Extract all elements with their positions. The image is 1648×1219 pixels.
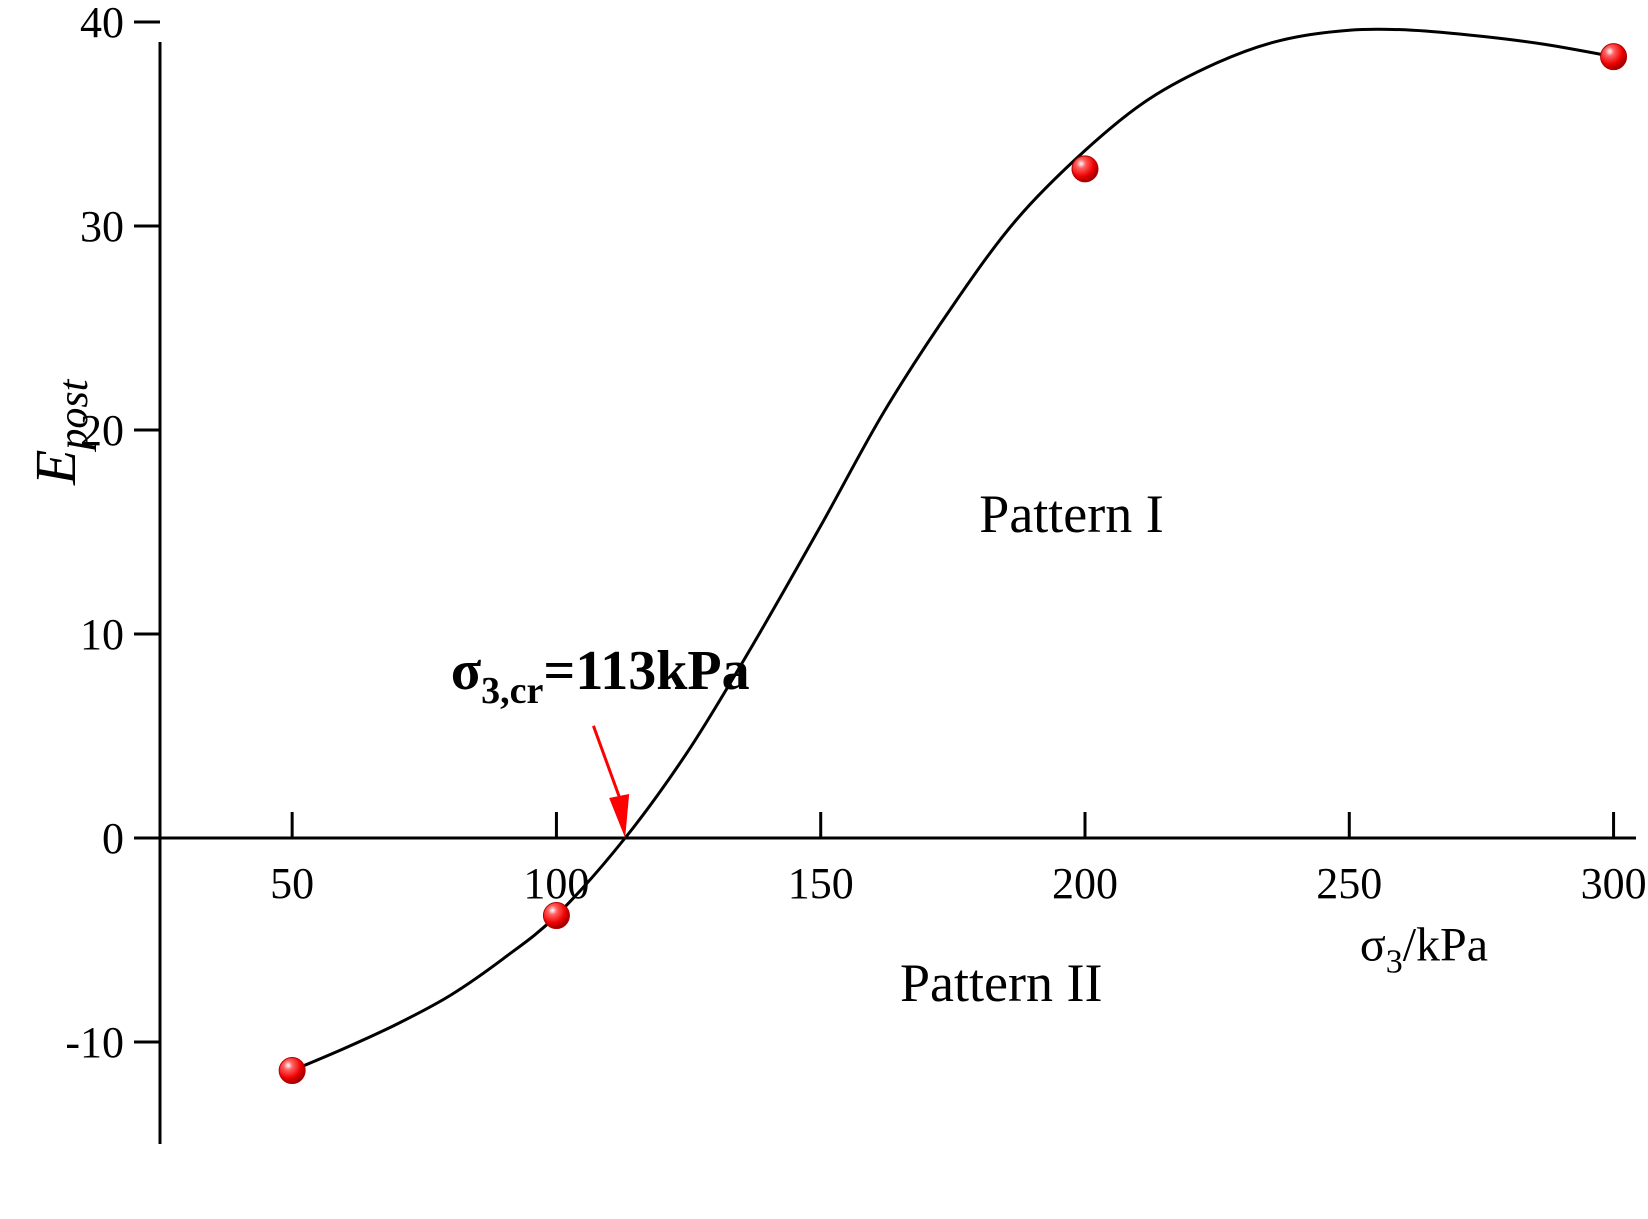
plot-area: -10 0 10 20 30 40 50 100 150 200 250 300 bbox=[65, 0, 1647, 1144]
pattern-2-label: Pattern II bbox=[900, 953, 1102, 1013]
y-axis-label: Epost bbox=[23, 378, 97, 486]
data-point bbox=[1600, 43, 1628, 71]
x-axis-label: σ3/kPa bbox=[1360, 918, 1488, 980]
critical-stress-arrow bbox=[592, 725, 630, 838]
critical-stress-label: σ3,cr=113kPa bbox=[451, 640, 750, 712]
y-axis-label-subscript: post bbox=[51, 378, 97, 452]
x-axis-label-symbol: σ bbox=[1360, 918, 1386, 971]
y-tick-label: -10 bbox=[65, 1018, 124, 1067]
x-ticks: 50 100 150 200 250 300 bbox=[270, 812, 1647, 908]
y-tick-label: 40 bbox=[80, 0, 124, 47]
critical-stress-value: =113kPa bbox=[543, 640, 749, 702]
x-tick-label: 50 bbox=[270, 859, 314, 908]
data-point bbox=[1071, 155, 1099, 183]
x-tick-label: 150 bbox=[788, 859, 854, 908]
data-points bbox=[278, 43, 1628, 1085]
y-axis-label-main: E bbox=[23, 450, 88, 486]
x-axis-label-subscript: 3 bbox=[1386, 943, 1403, 980]
critical-stress-symbol: σ bbox=[451, 640, 482, 702]
pattern-1-label: Pattern I bbox=[979, 484, 1163, 544]
y-tick-label: 20 bbox=[80, 406, 124, 455]
y-tick-label: 0 bbox=[102, 814, 124, 863]
x-axis-label-unit: /kPa bbox=[1403, 918, 1488, 971]
y-tick-label: 10 bbox=[80, 610, 124, 659]
x-tick-label: 300 bbox=[1581, 859, 1647, 908]
x-tick-label: 250 bbox=[1316, 859, 1382, 908]
y-tick-label: 30 bbox=[80, 202, 124, 251]
y-ticks: -10 0 10 20 30 40 bbox=[65, 0, 160, 1067]
x-tick-label: 100 bbox=[523, 859, 589, 908]
data-point bbox=[542, 902, 570, 930]
fitted-curve bbox=[291, 27, 1614, 1072]
data-point bbox=[278, 1057, 306, 1085]
x-tick-label: 200 bbox=[1052, 859, 1118, 908]
critical-stress-subscript: 3,cr bbox=[481, 670, 543, 712]
